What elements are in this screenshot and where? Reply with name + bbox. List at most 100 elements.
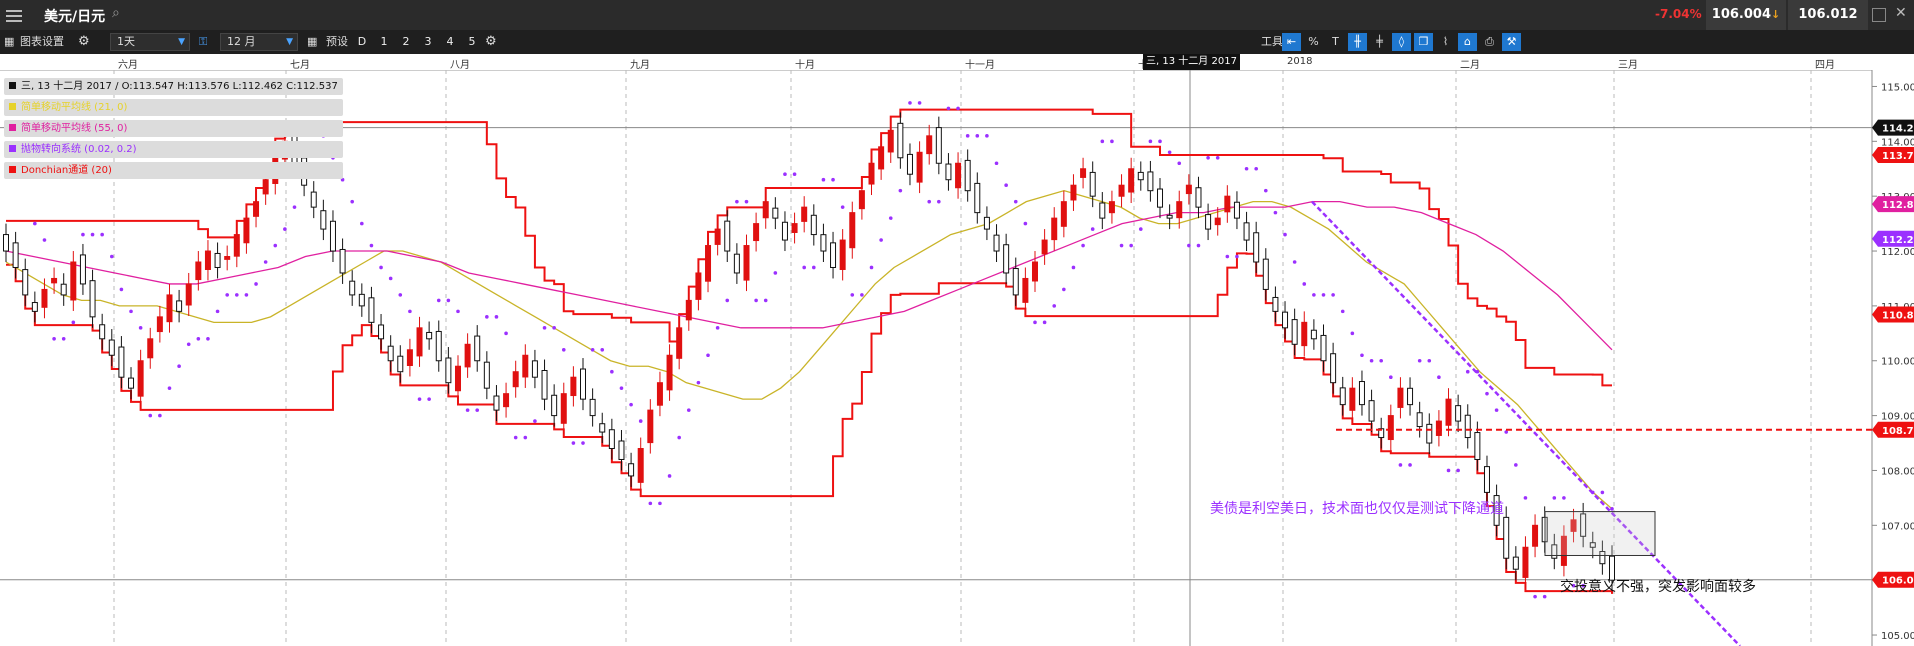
candle-body <box>426 331 433 340</box>
preset-5-button[interactable]: 5 <box>468 35 476 48</box>
candle-body <box>1243 222 1250 241</box>
text-tool-icon[interactable]: T <box>1332 35 1339 48</box>
preset-d-button[interactable]: D <box>357 35 367 48</box>
legend-entry[interactable]: 简单移动平均线 (55, 0) <box>4 120 343 137</box>
candle-body <box>1282 311 1289 329</box>
bid-price: 106.004 <box>1711 7 1771 22</box>
candle-body <box>1070 184 1077 201</box>
percent-tool-icon[interactable]: % <box>1308 35 1319 48</box>
ask-price-button[interactable]: 106.012 <box>1788 0 1868 30</box>
label-tool-icon[interactable]: ⌂ <box>1458 33 1477 51</box>
parabolic-sar-dot <box>812 265 816 270</box>
copy-tool-icon[interactable]: ❐ <box>1414 33 1433 51</box>
hamburger-menu-icon[interactable] <box>6 7 22 23</box>
candle-body <box>224 256 231 260</box>
candle-body <box>176 300 183 312</box>
candle-body <box>1445 398 1452 426</box>
parabolic-sar-dot <box>552 326 556 330</box>
candle-body <box>993 234 1000 252</box>
down-channel-line <box>1311 200 1741 646</box>
preset-gear-icon[interactable]: ⚙ <box>485 34 497 49</box>
preset-4-button[interactable]: 4 <box>446 35 454 48</box>
candle-body <box>156 316 163 333</box>
candle-body <box>512 371 519 388</box>
parabolic-sar-dot <box>706 353 710 358</box>
candle-body <box>368 297 375 323</box>
search-icon[interactable]: ⌕ <box>112 5 120 21</box>
y-tick-label: 108.000 <box>1881 466 1914 477</box>
candle-body <box>493 395 500 411</box>
parabolic-sar-dot <box>1244 166 1249 171</box>
settings-tool-icon[interactable]: ⚒ <box>1502 33 1521 51</box>
candle-body <box>1474 432 1481 460</box>
parabolic-sar-dot <box>148 413 153 418</box>
parabolic-sar-dot <box>1523 496 1528 500</box>
preset-3-button[interactable]: 3 <box>424 35 432 48</box>
candle-body <box>1224 195 1231 213</box>
range-select[interactable]: 12 月 ▼ <box>220 33 298 51</box>
chart-settings-label[interactable]: 图表设置 <box>20 35 64 48</box>
lock-icon[interactable]: ⚿ <box>199 35 208 48</box>
candle-body <box>204 250 211 270</box>
candle-body <box>416 327 423 357</box>
parabolic-sar-dot <box>485 315 489 319</box>
candle-body <box>714 228 721 245</box>
bid-price-button[interactable]: 106.004↓ <box>1706 0 1786 30</box>
candle-body <box>1051 217 1058 241</box>
candle-body <box>628 463 635 477</box>
parabolic-sar-dot <box>1600 490 1605 495</box>
cursor-tool-icon[interactable]: ⇤ <box>1282 33 1301 51</box>
legend-entry[interactable]: 简单移动平均线 (21, 0) <box>4 99 343 116</box>
candle-body <box>1416 412 1423 428</box>
parabolic-sar-dot <box>388 276 393 281</box>
candle-body <box>1378 428 1385 439</box>
legend-label: 抛物转向系统 (0.02, 0.2) <box>21 144 137 155</box>
candle-body <box>1609 555 1615 581</box>
parabolic-sar-dot <box>1013 199 1018 204</box>
candle-body <box>445 357 452 384</box>
legend-entry[interactable]: 抛物转向系统 (0.02, 0.2) <box>4 141 343 158</box>
candle-body <box>1185 184 1192 195</box>
parabolic-sar-dot <box>1571 583 1576 588</box>
parabolic-sar-dot <box>119 287 124 292</box>
interval-select[interactable]: 1天 ▼ <box>110 33 190 51</box>
parabolic-sar-dot <box>696 380 701 385</box>
x-tick-label: 十月 <box>795 60 815 71</box>
candle-body <box>781 221 788 241</box>
symbol-title[interactable]: 美元/日元 <box>44 9 106 25</box>
trend-tool-icon[interactable]: ⌇ <box>1442 35 1449 48</box>
marker-tool-icon[interactable]: ◊ <box>1392 33 1411 51</box>
legend-entry[interactable]: Donchian通道 (20) <box>4 162 343 179</box>
grid-tool-icon[interactable]: ╪ <box>1376 35 1383 48</box>
parabolic-sar-dot <box>1485 391 1489 396</box>
candle-body <box>1387 415 1394 441</box>
y-tick-label: 115.000 <box>1881 82 1914 93</box>
preset-label: 预设 <box>326 35 348 48</box>
chevron-down-icon: ▼ <box>178 37 185 47</box>
legend-entry[interactable]: 三, 13 十二月 2017 / O:113.547 H:113.576 L:1… <box>4 78 343 95</box>
print-icon[interactable]: ⎙ <box>1485 35 1494 48</box>
close-icon[interactable]: ✕ <box>1895 5 1907 21</box>
preset-1-button[interactable]: 1 <box>380 35 388 48</box>
price-chart[interactable]: 115.000114.000113.000112.000111.000110.0… <box>0 70 1914 646</box>
gear-icon[interactable]: ⚙ <box>78 34 90 49</box>
y-tick-label: 114.000 <box>1881 137 1914 148</box>
parabolic-sar-dot <box>446 298 451 303</box>
chart-settings-icon[interactable]: ▦ <box>4 35 15 48</box>
parabolic-sar-dot <box>1302 282 1307 286</box>
preset-2-button[interactable]: 2 <box>402 35 410 48</box>
calendar-icon[interactable]: ▦ <box>307 35 318 48</box>
parabolic-sar-dot <box>456 309 460 314</box>
maximize-icon[interactable] <box>1872 8 1886 22</box>
candle-body <box>1560 535 1567 566</box>
candle-body <box>791 223 798 233</box>
parabolic-sar-dot <box>1350 331 1355 336</box>
candle-body <box>1157 188 1164 208</box>
vertical-lines-tool-icon[interactable]: ╫ <box>1348 33 1367 51</box>
price-tag <box>1872 119 1914 136</box>
parabolic-sar-dot <box>504 331 508 336</box>
candle-body <box>1368 400 1375 422</box>
parabolic-sar-dot <box>542 326 547 330</box>
legend-swatch <box>9 103 16 110</box>
parabolic-sar-dot <box>1004 183 1008 187</box>
